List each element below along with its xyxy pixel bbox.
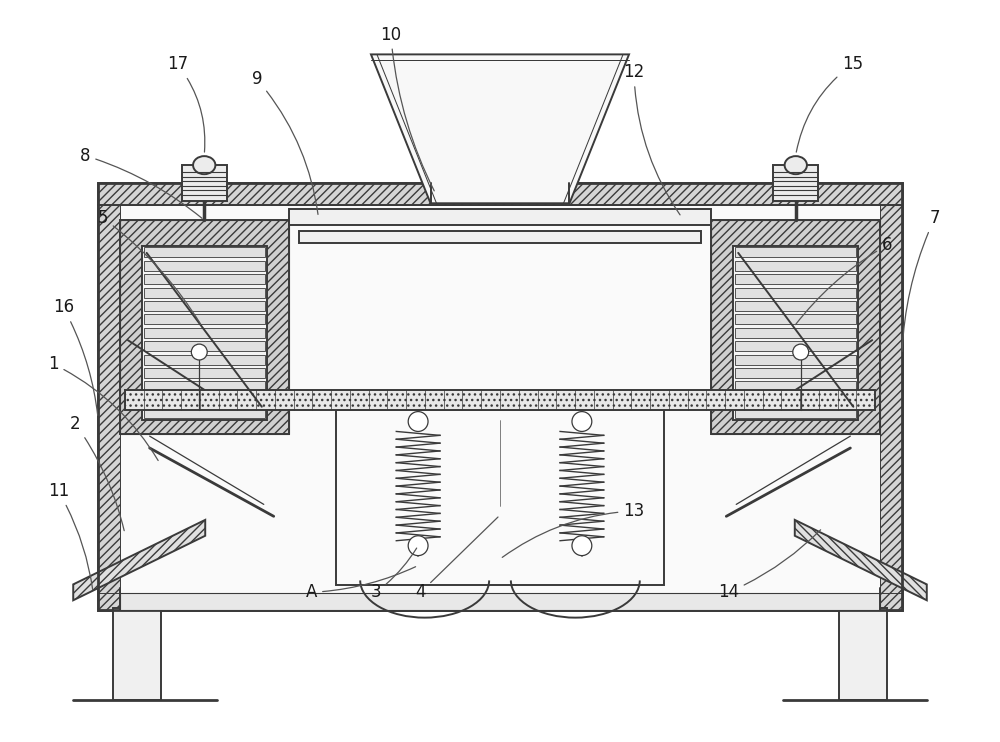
Bar <box>125 390 875 410</box>
Bar <box>880 183 902 610</box>
Text: 13: 13 <box>502 502 645 557</box>
Bar <box>735 368 856 378</box>
Bar <box>144 260 265 271</box>
Bar <box>144 315 265 324</box>
Text: 3: 3 <box>371 548 417 601</box>
Bar <box>144 274 265 284</box>
Circle shape <box>408 536 428 556</box>
Bar <box>144 247 265 257</box>
Bar <box>711 220 880 433</box>
Bar <box>735 301 856 311</box>
Text: 6: 6 <box>795 236 892 325</box>
Ellipse shape <box>785 156 807 174</box>
Bar <box>120 220 289 433</box>
Bar <box>735 355 856 364</box>
Bar <box>735 328 856 338</box>
Bar <box>120 593 880 610</box>
Circle shape <box>572 536 592 556</box>
Bar <box>144 288 265 298</box>
Text: 11: 11 <box>48 482 93 590</box>
Bar <box>735 315 856 324</box>
Text: 1: 1 <box>48 355 158 461</box>
Bar <box>735 260 856 271</box>
Bar <box>144 328 265 338</box>
Bar <box>144 355 265 364</box>
Bar <box>336 410 664 585</box>
Bar <box>98 183 120 610</box>
Text: 15: 15 <box>796 56 863 152</box>
Bar <box>98 183 902 610</box>
Bar <box>839 608 887 700</box>
Bar <box>735 381 856 392</box>
Bar <box>735 247 856 257</box>
Bar <box>735 274 856 284</box>
Text: 12: 12 <box>623 63 680 215</box>
Bar <box>773 165 818 201</box>
Circle shape <box>572 412 592 431</box>
Bar <box>836 593 902 610</box>
Bar <box>289 209 711 225</box>
Bar <box>735 288 856 298</box>
Text: 4: 4 <box>415 517 498 601</box>
Text: 10: 10 <box>380 25 434 191</box>
Bar <box>144 341 265 351</box>
Bar <box>144 301 265 311</box>
Ellipse shape <box>193 156 215 174</box>
Bar <box>144 368 265 378</box>
Bar <box>113 608 161 700</box>
Circle shape <box>793 344 809 360</box>
Bar <box>735 395 856 405</box>
Text: 7: 7 <box>902 209 940 352</box>
Bar <box>299 231 701 243</box>
Text: 14: 14 <box>718 530 821 601</box>
Bar <box>735 408 856 418</box>
Bar <box>182 165 227 201</box>
Bar <box>735 341 856 351</box>
Circle shape <box>408 412 428 431</box>
Bar <box>144 381 265 392</box>
Bar <box>144 408 265 418</box>
Polygon shape <box>371 54 629 203</box>
Bar <box>144 395 265 405</box>
Bar <box>142 246 267 421</box>
Text: 2: 2 <box>70 415 124 531</box>
Bar <box>733 246 858 421</box>
Bar <box>98 183 902 610</box>
Circle shape <box>191 344 207 360</box>
Text: 9: 9 <box>252 70 318 214</box>
Text: A: A <box>306 567 416 601</box>
Bar <box>98 183 902 206</box>
Polygon shape <box>795 520 927 600</box>
Text: 16: 16 <box>53 298 98 416</box>
Text: 8: 8 <box>80 147 202 218</box>
Text: 17: 17 <box>167 56 205 152</box>
Bar <box>98 593 164 610</box>
Bar <box>120 220 289 433</box>
Polygon shape <box>73 520 205 600</box>
Bar <box>711 220 880 433</box>
Text: 5: 5 <box>98 209 201 324</box>
